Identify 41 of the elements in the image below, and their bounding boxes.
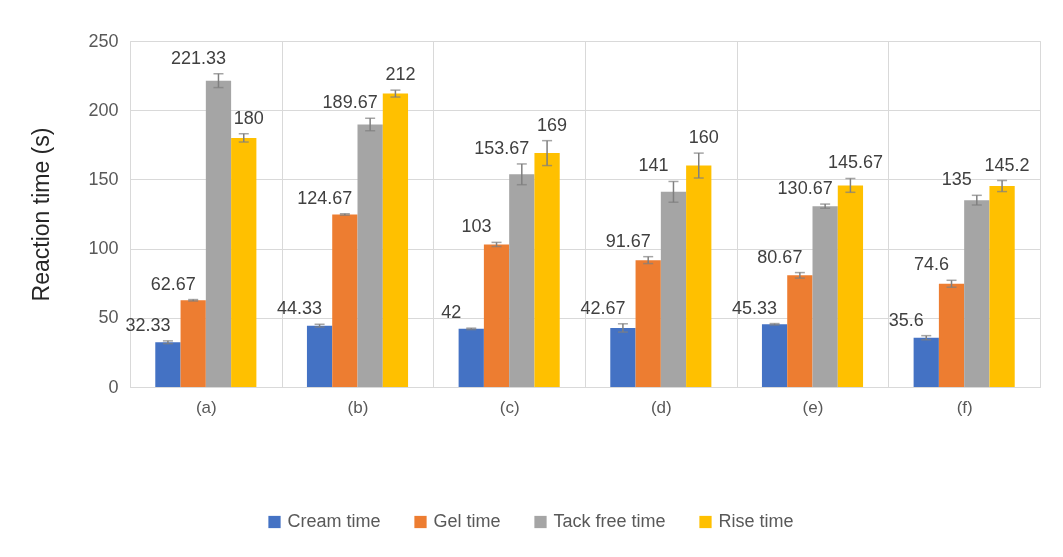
data-label: 62.67 xyxy=(150,273,196,294)
data-label: 42 xyxy=(441,302,462,323)
data-label: 169 xyxy=(537,114,568,135)
data-label: 141 xyxy=(638,155,669,176)
data-label: 145.67 xyxy=(827,152,883,173)
data-label: 160 xyxy=(688,127,719,148)
y-tick-label: 200 xyxy=(88,99,119,120)
data-label: 130.67 xyxy=(777,178,833,199)
y-tick-label: 0 xyxy=(108,376,119,397)
data-label: 180 xyxy=(233,107,264,128)
data-label: 42.67 xyxy=(580,297,626,318)
data-label: 189.67 xyxy=(322,92,378,113)
legend-label: Tack free time xyxy=(553,511,666,531)
x-tick-label: (d) xyxy=(650,397,672,417)
data-label: 103 xyxy=(461,216,492,237)
data-label: 145.2 xyxy=(984,154,1030,175)
legend-label: Cream time xyxy=(287,511,381,531)
legend-label: Rise time xyxy=(718,511,794,531)
y-tick-label: 50 xyxy=(98,307,119,328)
x-tick-label: (e) xyxy=(802,397,824,417)
data-label: 124.67 xyxy=(297,187,353,208)
x-tick-label: (c) xyxy=(499,397,520,417)
data-label: 212 xyxy=(385,64,416,85)
y-tick-label: 100 xyxy=(88,238,119,259)
legend-label: Gel time xyxy=(433,511,501,531)
data-label: 153.67 xyxy=(474,137,530,158)
data-label: 35.6 xyxy=(888,309,924,330)
x-tick-label: (f) xyxy=(956,397,973,417)
data-label: 74.6 xyxy=(914,254,950,275)
x-tick-label: (a) xyxy=(195,397,217,417)
x-tick-label: (b) xyxy=(347,397,369,417)
data-label: 91.67 xyxy=(605,230,651,251)
y-axis-title: Reaction time (s) xyxy=(28,127,55,302)
data-label: 221.33 xyxy=(170,47,226,68)
y-tick-label: 250 xyxy=(88,30,119,51)
data-label: 45.33 xyxy=(732,297,778,318)
data-label: 80.67 xyxy=(757,246,803,267)
data-label: 135 xyxy=(941,169,972,190)
data-label: 44.33 xyxy=(277,298,323,319)
data-label: 32.33 xyxy=(125,314,171,335)
y-tick-label: 150 xyxy=(88,168,119,189)
